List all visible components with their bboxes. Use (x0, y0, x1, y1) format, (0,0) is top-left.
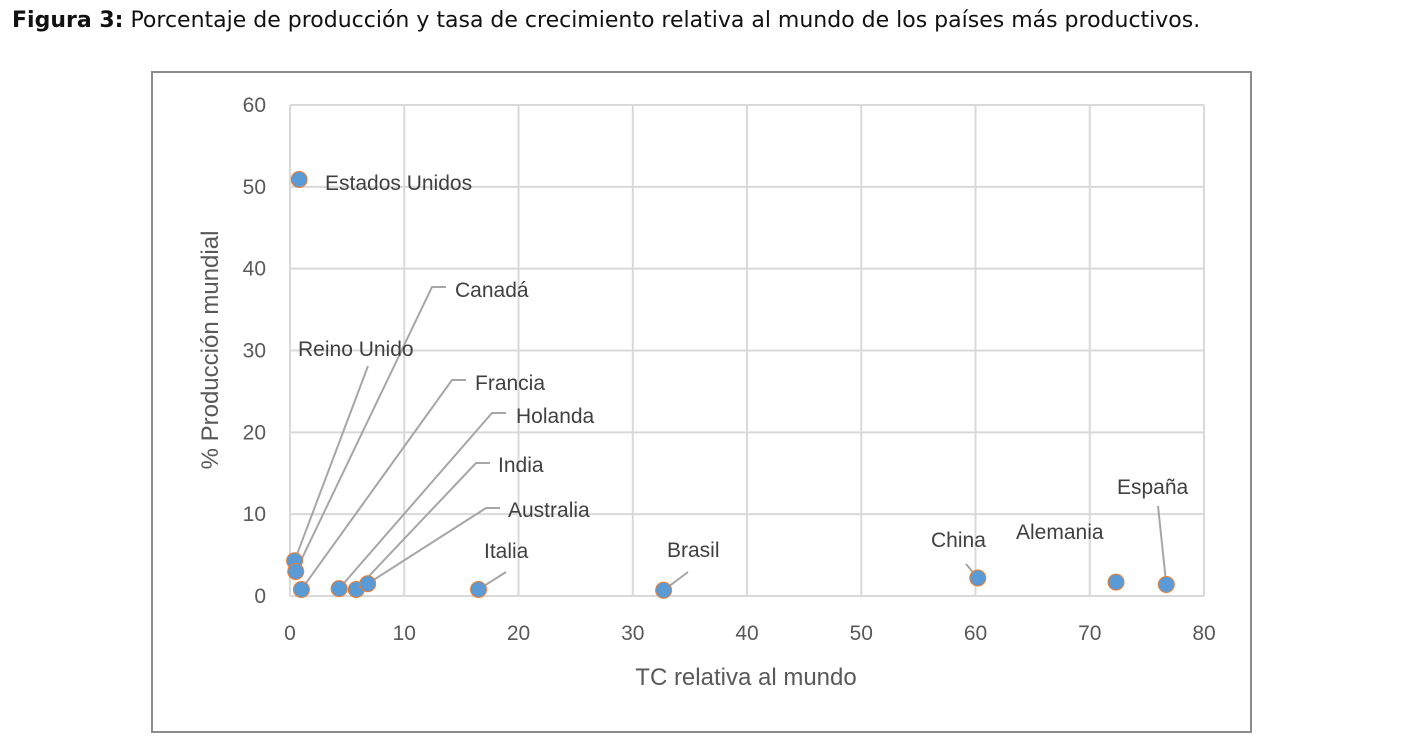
y-tick-label: 10 (243, 503, 266, 526)
leader-lines (293, 286, 1168, 592)
y-tick-label: 0 (254, 585, 266, 608)
data-point (655, 581, 673, 599)
leader-line (338, 412, 506, 590)
point-label: Italia (484, 540, 529, 563)
chart-frame (151, 71, 1252, 733)
data-point (292, 580, 310, 598)
point-label: Canadá (455, 279, 529, 302)
data-point (287, 562, 305, 580)
data-point (470, 580, 488, 598)
x-tick-label: 10 (393, 622, 416, 645)
figure-caption: Figura 3: Porcentaje de producción y tas… (12, 8, 1200, 33)
point-labels: Estados Unidos Reino Unido Canadá Francia Ho… (298, 172, 1189, 563)
point-label: Reino Unido (298, 338, 414, 361)
point-label: Australia (508, 499, 590, 522)
point-label: Brasil (667, 539, 720, 562)
x-tick-label: 50 (850, 622, 873, 645)
point-label: Alemania (1016, 521, 1104, 544)
leader-line (300, 379, 466, 591)
data-point (290, 170, 308, 188)
leader-line (294, 286, 446, 572)
x-tick-label: 20 (507, 622, 530, 645)
y-tick-label: 50 (243, 176, 266, 199)
leader-line (293, 365, 369, 562)
data-point (969, 569, 987, 587)
x-tick-label: 40 (735, 622, 758, 645)
x-axis-label: TC relativa al mundo (635, 664, 856, 691)
point-label: España (1117, 476, 1189, 499)
figure-caption-prefix: Figura 3: (12, 8, 124, 33)
data-point (1107, 573, 1125, 591)
data-point (1157, 576, 1175, 594)
point-label: Holanda (516, 405, 595, 428)
y-tick-label: 60 (243, 94, 266, 117)
y-tick-label: 30 (243, 340, 266, 363)
point-label: Estados Unidos (325, 172, 472, 195)
point-label: China (931, 529, 986, 552)
y-tick-label: 40 (243, 258, 266, 281)
leader-line (1157, 505, 1168, 585)
y-tick-label: 20 (243, 421, 266, 444)
data-points (286, 170, 1175, 599)
leader-line (355, 462, 490, 591)
grid-lines (289, 104, 1205, 597)
tick-labels: 0 10 20 30 40 50 60 0 10 20 30 40 50 60 70 80 (243, 94, 1216, 645)
x-tick-label: 60 (964, 622, 987, 645)
point-label: Francia (475, 372, 545, 395)
x-tick-label: 30 (621, 622, 644, 645)
data-point (359, 575, 377, 593)
figure-caption-text: Porcentaje de producción y tasa de creci… (123, 8, 1201, 33)
point-label: India (498, 454, 544, 477)
x-tick-label: 80 (1192, 622, 1215, 645)
data-point (330, 580, 348, 598)
y-axis-label: % Producción mundial (197, 231, 224, 470)
leader-line (367, 507, 500, 585)
x-tick-label: 70 (1078, 622, 1101, 645)
x-tick-label: 0 (284, 622, 296, 645)
